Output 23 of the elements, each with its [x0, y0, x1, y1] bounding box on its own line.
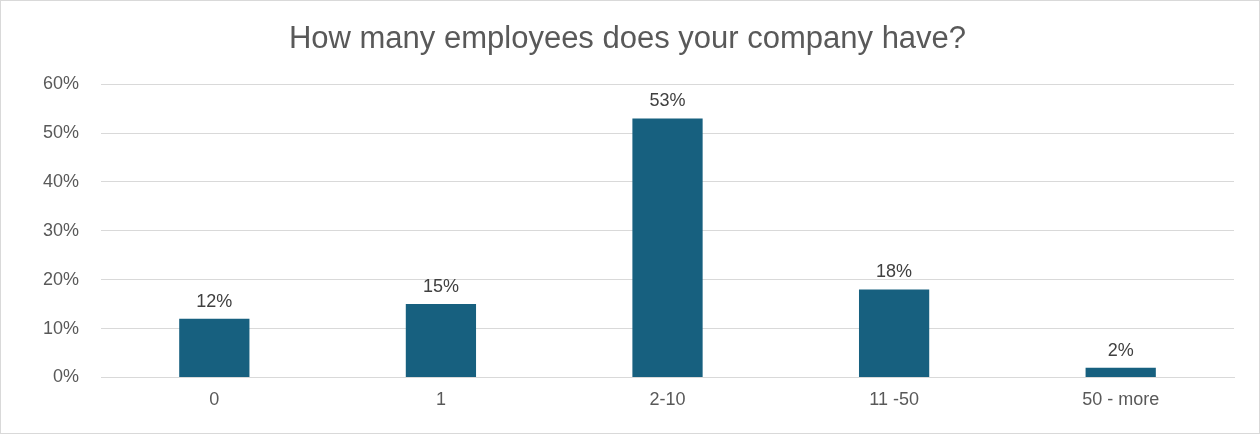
y-tick-label: 50% [43, 122, 80, 143]
data-label: 53% [649, 90, 686, 111]
y-tick-label: 10% [43, 317, 80, 338]
x-tick-label: 1 [435, 389, 446, 410]
y-tick-label: 0% [53, 366, 80, 387]
data-label: 18% [876, 261, 913, 282]
y-tick-label: 30% [43, 219, 80, 240]
x-tick-label: 11 -50 [869, 389, 919, 410]
y-tick-label: 40% [43, 170, 80, 191]
data-label: 2% [1107, 339, 1134, 360]
x-tick-label: 2-10 [649, 389, 686, 410]
bar [632, 118, 703, 377]
y-tick-label: 60% [43, 73, 80, 94]
chart-title: How many employees does your company have? [288, 20, 967, 56]
data-label: 15% [422, 276, 459, 297]
bar [858, 289, 930, 377]
x-tick-label: 50 - more [1082, 389, 1160, 410]
y-tick-label: 20% [43, 268, 80, 289]
data-label: 12% [196, 290, 233, 311]
bar [1085, 367, 1156, 377]
bar [405, 304, 477, 377]
bar [179, 318, 250, 377]
x-tick-label: 0 [209, 389, 220, 410]
